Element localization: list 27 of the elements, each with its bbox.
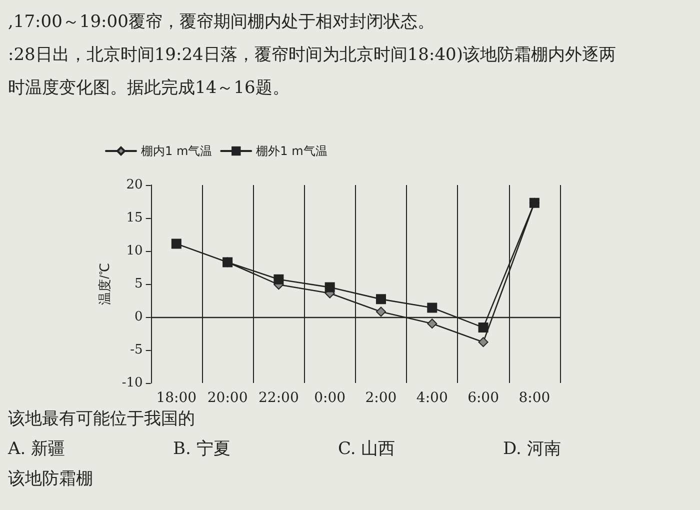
y-tick-label: 15: [126, 210, 143, 226]
x-tick-label: 18:00: [156, 390, 197, 406]
legend-label: 棚内1 m气温: [141, 144, 212, 158]
y-tick-label: -5: [130, 342, 143, 358]
y-tick-label: 0: [134, 310, 143, 324]
legend-label: 棚外1 m气温: [256, 144, 328, 158]
text: C. 山西: [338, 438, 396, 461]
x-tick-label: 4:00: [416, 390, 448, 406]
text: B. 宁夏: [173, 438, 232, 461]
text: 该地最有可能位于我国的: [8, 409, 195, 429]
text: 该地防霜棚: [8, 468, 94, 491]
y-tick-label: -10: [122, 376, 143, 390]
text: 时温度变化图。据此完成14～16题。: [8, 77, 290, 100]
text: ,17:00～19:00覆帘，覆帘期间棚内处于相对封闭状态。: [8, 11, 436, 34]
x-tick-label: 0:00: [314, 390, 346, 406]
text: A. 新疆: [8, 438, 66, 461]
y-tick-label: 10: [126, 244, 143, 258]
text: D. 河南: [503, 438, 562, 461]
x-tick-label: 6:00: [468, 390, 500, 406]
y-axis-title: 温度/℃: [97, 263, 112, 305]
y-tick-label: 20: [126, 178, 143, 192]
text: :28日出，北京时间19:24日落，覆帘时间为北京时间18:40)该地防霜棚内外逐两: [8, 44, 617, 67]
x-tick-label: 22:00: [258, 390, 299, 406]
x-tick-label: 8:00: [518, 390, 550, 406]
x-tick-label: 20:00: [207, 390, 248, 406]
x-tick-label: 2:00: [365, 390, 397, 406]
y-tick-label: 5: [134, 276, 143, 292]
